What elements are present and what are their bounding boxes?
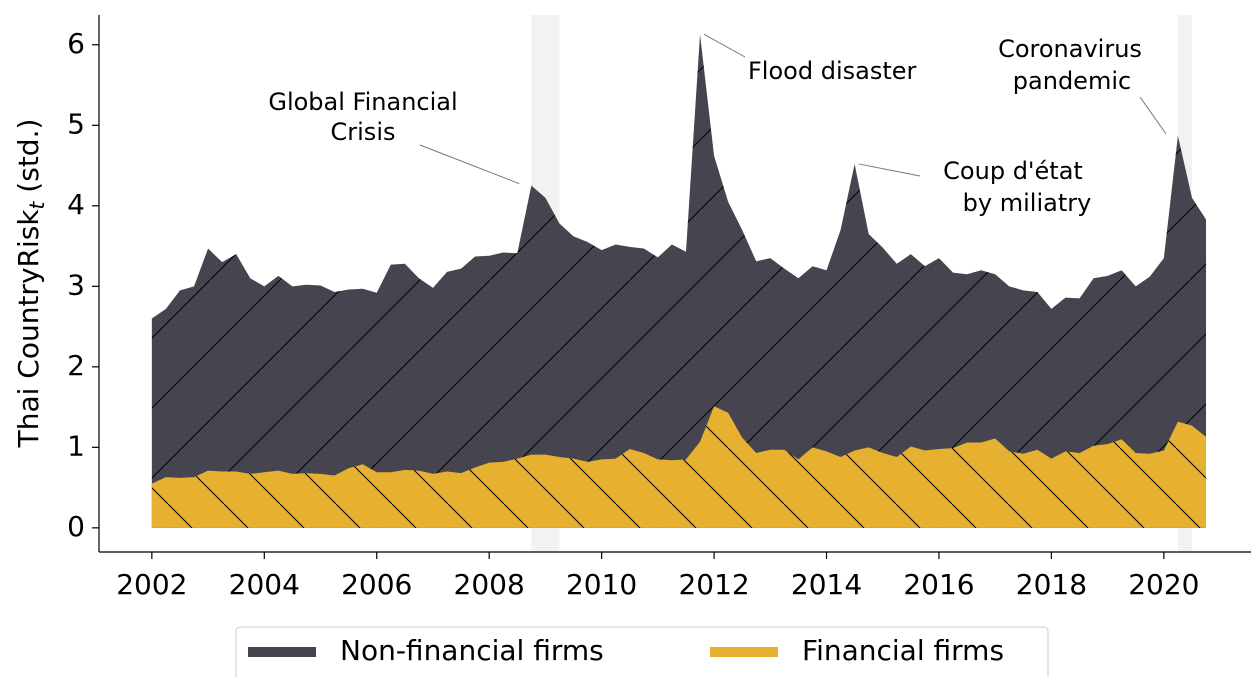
legend-box (235, 626, 1049, 677)
x-tick-label: 2004 (229, 568, 300, 601)
x-tick-label: 2018 (1016, 568, 1087, 601)
y-tick-label: 1 (67, 429, 85, 462)
x-tick-label: 2020 (1128, 568, 1199, 601)
annotation: Flood disaster (748, 57, 916, 85)
annotation: Global Financial (268, 88, 457, 116)
y-tick-label: 5 (67, 107, 85, 140)
y-tick-label: 6 (67, 27, 85, 60)
x-tick-label: 2014 (791, 568, 862, 601)
annotation: Coup d'état (943, 157, 1083, 185)
y-tick-label: 2 (67, 349, 85, 382)
x-tick-label: 2012 (678, 568, 749, 601)
x-tick-label: 2010 (566, 568, 637, 601)
annotation-connector (419, 144, 520, 185)
annotation-connector (703, 33, 746, 58)
annotation-connector (858, 163, 921, 177)
y-tick-label: 3 (67, 268, 85, 301)
legend: Non-financial firms Financial firms (235, 626, 1049, 677)
legend-label: Non-financial firms (340, 634, 604, 667)
annotation: by miliatry (963, 189, 1092, 217)
y-axis-label: Thai CountryRiskt (std.) (12, 119, 49, 449)
legend-label: Financial firms (802, 634, 1004, 667)
y-tick-label: 0 (67, 510, 85, 543)
x-tick-label: 2016 (903, 568, 974, 601)
x-tick-label: 2002 (116, 568, 187, 601)
y-tick-label: 4 (67, 188, 85, 221)
x-tick-label: 2006 (341, 568, 412, 601)
area-hatch (151, 34, 1207, 528)
annotation-connector (1139, 96, 1167, 135)
x-tick-label: 2008 (454, 568, 525, 601)
annotation: pandemic (1013, 67, 1131, 95)
annotation: Crisis (331, 118, 396, 146)
annotation: Coronavirus (998, 35, 1142, 63)
area-hatch (151, 406, 1207, 528)
